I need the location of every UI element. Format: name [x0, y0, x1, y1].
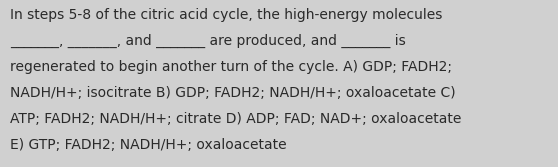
Text: In steps 5-8 of the citric acid cycle, the high-energy molecules: In steps 5-8 of the citric acid cycle, t… — [10, 8, 442, 22]
Text: E) GTP; FADH2; NADH/H+; oxaloacetate: E) GTP; FADH2; NADH/H+; oxaloacetate — [10, 138, 287, 152]
Text: ATP; FADH2; NADH/H+; citrate D) ADP; FAD; NAD+; oxaloacetate: ATP; FADH2; NADH/H+; citrate D) ADP; FAD… — [10, 112, 461, 126]
Text: regenerated to begin another turn of the cycle. A) GDP; FADH2;: regenerated to begin another turn of the… — [10, 60, 452, 74]
Text: _______, _______, and _______ are produced, and _______ is: _______, _______, and _______ are produc… — [10, 34, 406, 48]
Text: NADH/H+; isocitrate B) GDP; FADH2; NADH/H+; oxaloacetate C): NADH/H+; isocitrate B) GDP; FADH2; NADH/… — [10, 86, 456, 100]
